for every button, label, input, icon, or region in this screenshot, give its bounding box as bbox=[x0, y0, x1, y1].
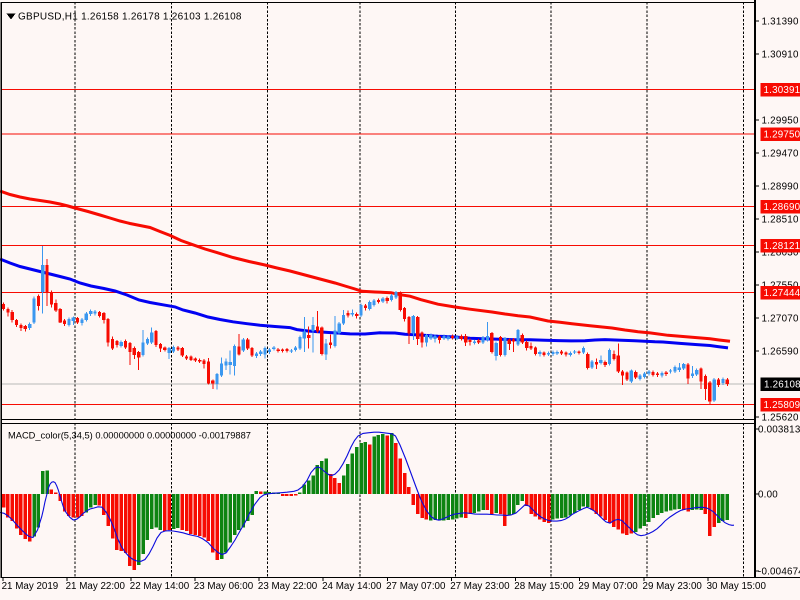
svg-text:1.28030: 1.28030 bbox=[762, 248, 799, 259]
svg-text:24 May 14:00: 24 May 14:00 bbox=[322, 581, 382, 592]
svg-text:1.28690: 1.28690 bbox=[764, 202, 800, 213]
svg-text:1.29470: 1.29470 bbox=[762, 149, 799, 160]
svg-text:29 May 07:00: 29 May 07:00 bbox=[578, 581, 638, 592]
svg-text:1.30391: 1.30391 bbox=[764, 85, 800, 96]
svg-text:27 May 23:00: 27 May 23:00 bbox=[450, 581, 510, 592]
svg-text:MACD_color(5,34,5) 0.00000000: MACD_color(5,34,5) 0.00000000 0.00000000… bbox=[8, 431, 251, 441]
svg-text:-0.0046745: -0.0046745 bbox=[758, 567, 800, 578]
svg-text:28 May 15:00: 28 May 15:00 bbox=[514, 581, 574, 592]
svg-text:29 May 23:00: 29 May 23:00 bbox=[643, 581, 703, 592]
svg-text:0.00: 0.00 bbox=[758, 490, 778, 501]
svg-text:30 May 15:00: 30 May 15:00 bbox=[707, 581, 767, 592]
svg-text:1.27444: 1.27444 bbox=[764, 288, 800, 299]
svg-text:21 May 22:00: 21 May 22:00 bbox=[66, 581, 126, 592]
svg-text:1.26590: 1.26590 bbox=[762, 347, 799, 358]
svg-text:1.28990: 1.28990 bbox=[762, 182, 799, 193]
svg-text:1.27070: 1.27070 bbox=[762, 314, 799, 325]
svg-text:1.28510: 1.28510 bbox=[762, 215, 799, 226]
svg-text:1.29950: 1.29950 bbox=[762, 116, 799, 127]
svg-text:21 May 2019: 21 May 2019 bbox=[2, 581, 59, 592]
svg-text:1.31390: 1.31390 bbox=[762, 17, 799, 28]
svg-text:27 May 07:00: 27 May 07:00 bbox=[386, 581, 446, 592]
svg-text:1.30910: 1.30910 bbox=[762, 50, 799, 61]
svg-text:1.28121: 1.28121 bbox=[764, 241, 800, 252]
svg-text:1.26108: 1.26108 bbox=[764, 380, 800, 391]
svg-text:GBPUSD,H1 1.26158 1.26178 1.26: GBPUSD,H1 1.26158 1.26178 1.26103 1.2610… bbox=[18, 12, 242, 23]
svg-text:23 May 22:00: 23 May 22:00 bbox=[258, 581, 318, 592]
svg-text:1.25620: 1.25620 bbox=[762, 413, 799, 424]
svg-text:23 May 06:00: 23 May 06:00 bbox=[194, 581, 254, 592]
svg-text:22 May 14:00: 22 May 14:00 bbox=[130, 581, 190, 592]
svg-text:1.29750: 1.29750 bbox=[764, 129, 800, 140]
svg-text:1.25809: 1.25809 bbox=[764, 400, 800, 411]
